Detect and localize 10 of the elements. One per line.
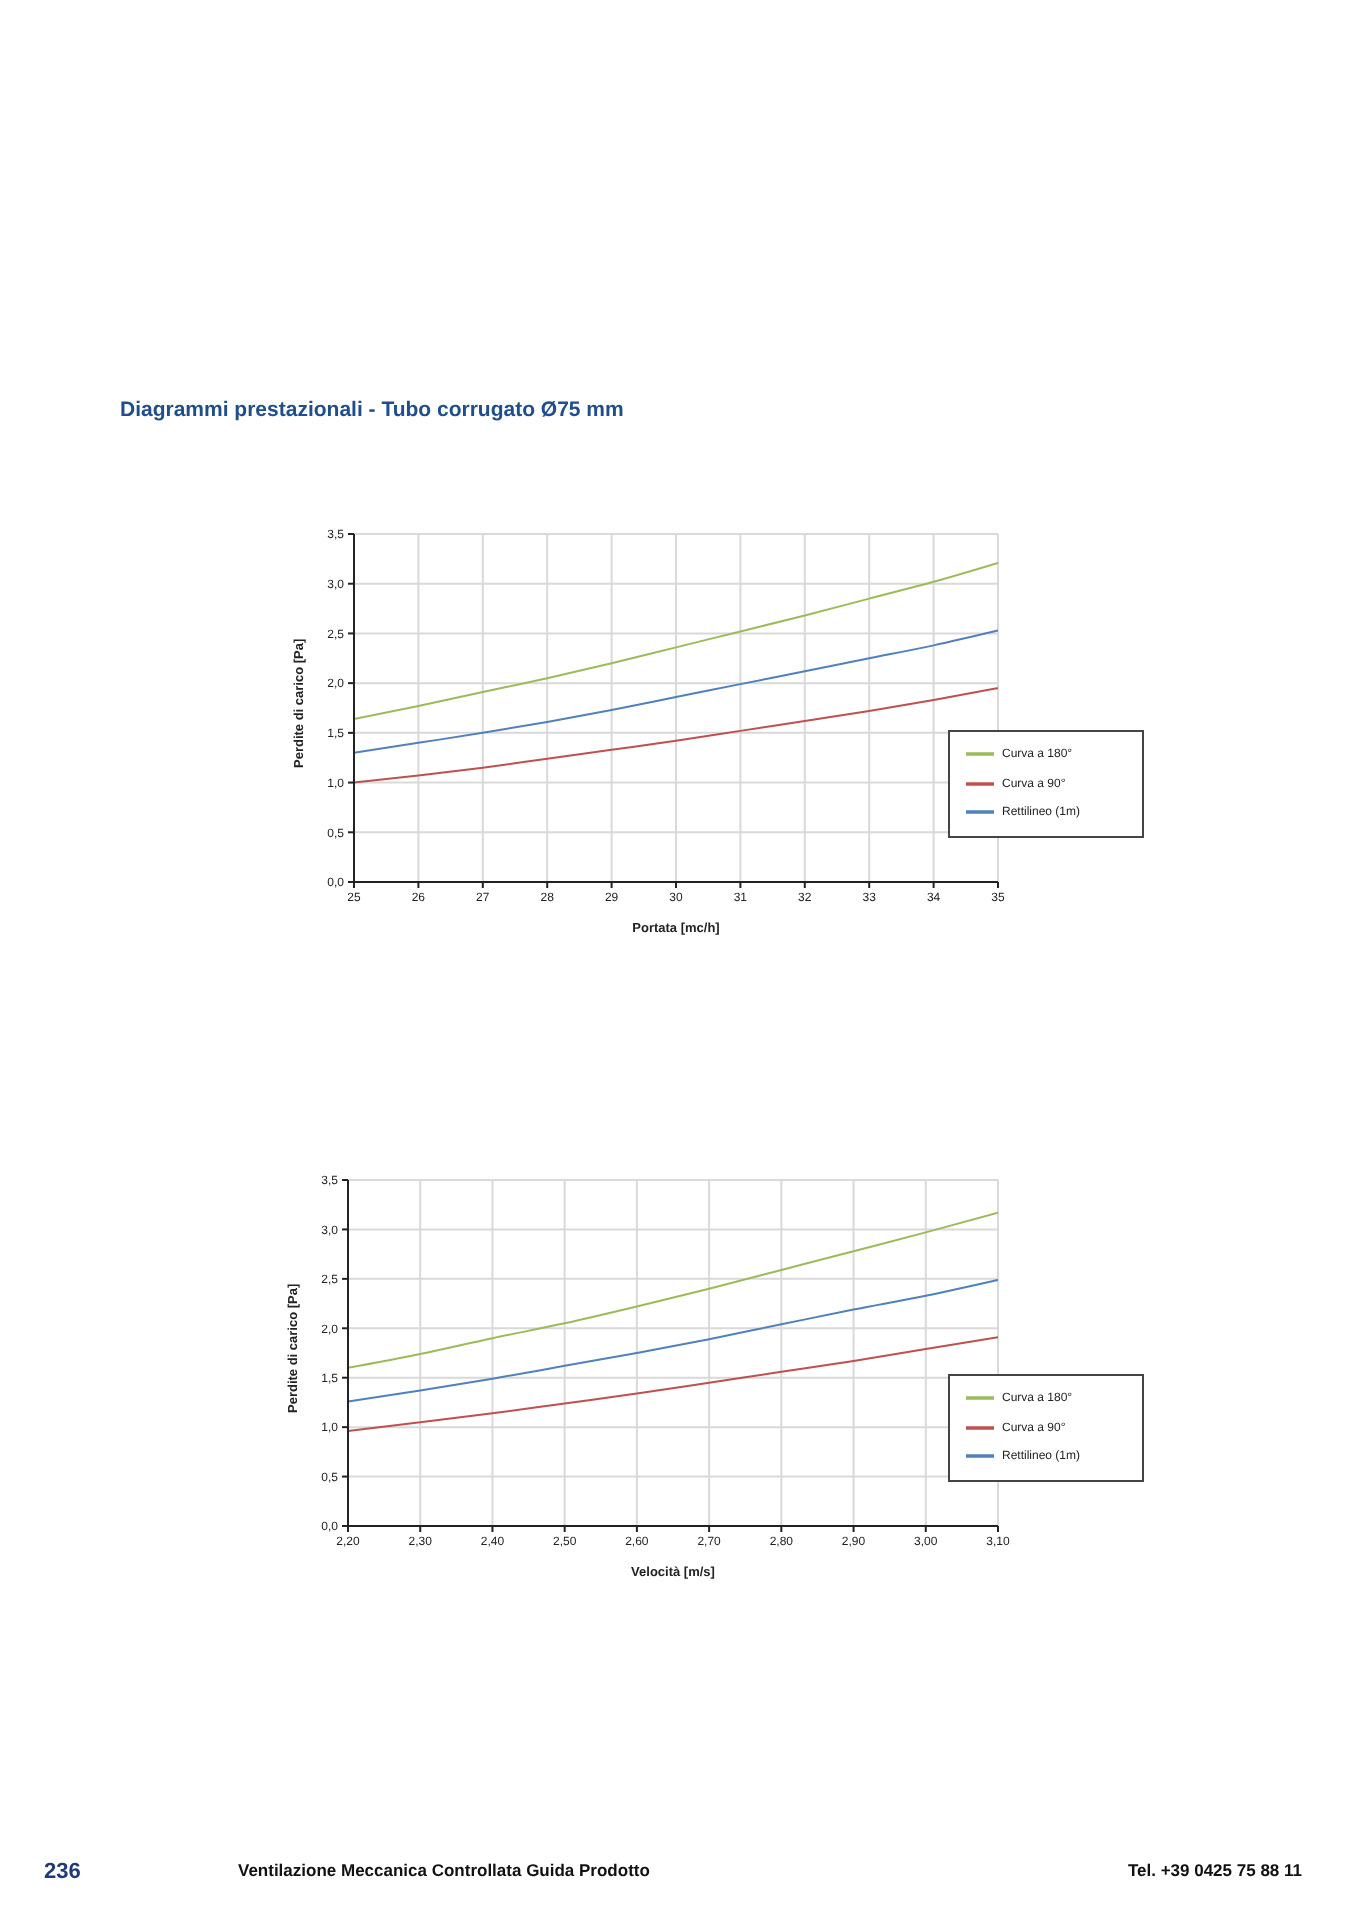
text: Tel. +39 0425 75 88 11 bbox=[1127, 1860, 1302, 1880]
line-series bbox=[348, 1336, 998, 1433]
text: Ventilazione Meccanica Controllata Guida Prodotto bbox=[238, 1860, 650, 1880]
chart-title: Diagrammi prestazionali - Tubo corrugato Ø75 mm bbox=[120, 398, 624, 422]
line-series bbox=[354, 561, 998, 720]
line-series bbox=[354, 629, 998, 754]
line-series bbox=[348, 1211, 998, 1369]
line-series bbox=[354, 687, 998, 784]
text: 236 bbox=[44, 1860, 81, 1884]
line-series bbox=[348, 1278, 998, 1403]
